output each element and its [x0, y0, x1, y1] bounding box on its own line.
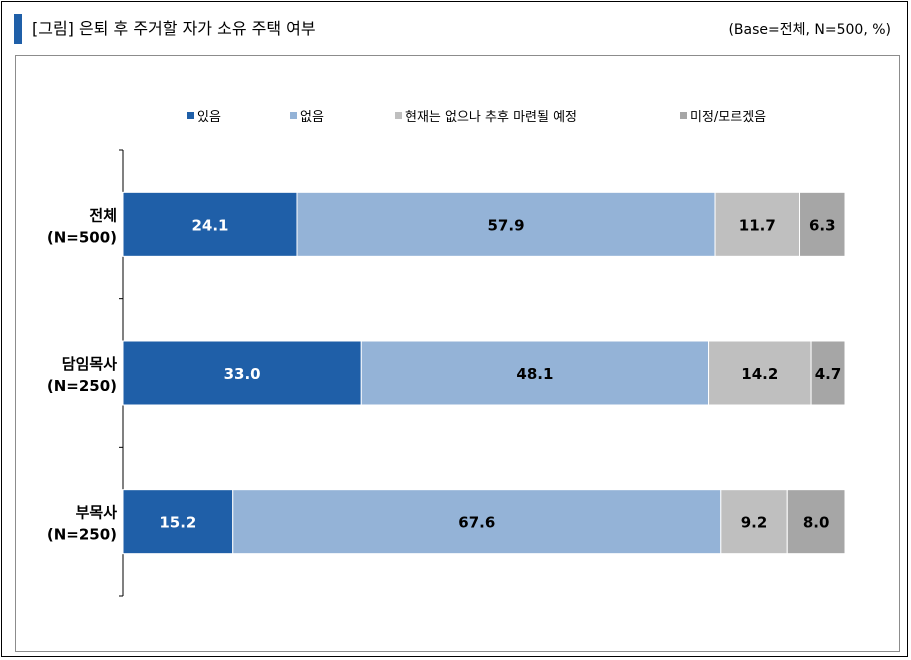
bar-segment	[720, 489, 788, 555]
legend-label: 현재는 없으나 추후 마련될 예정	[405, 110, 577, 125]
bar-segment	[799, 191, 846, 257]
data-label: 33.0	[224, 365, 261, 383]
data-label: 11.7	[739, 216, 776, 234]
bar-segment	[810, 340, 846, 406]
legend-label: 미정/모르겠음	[690, 110, 766, 125]
legend-swatch	[290, 112, 297, 119]
legend-swatch	[187, 112, 194, 119]
category-label: 전체 (N=500)	[47, 206, 117, 246]
base-note: (Base=전체, N=500, %)	[728, 22, 891, 38]
data-label: 15.2	[159, 514, 196, 532]
data-label: 48.1	[516, 365, 553, 383]
data-label: 57.9	[488, 216, 525, 234]
bar-segment	[122, 191, 298, 257]
legend-swatch	[680, 112, 687, 119]
bar-segment	[714, 191, 801, 257]
bar-segment	[296, 191, 716, 257]
data-label: 24.1	[191, 216, 228, 234]
data-label: 6.3	[809, 216, 836, 234]
bar-segment	[122, 340, 362, 406]
legend-label: 없음	[300, 110, 324, 125]
chart-title: [그림] 은퇴 후 주거할 자가 소유 주택 여부	[32, 19, 316, 38]
category-label: 부목사 (N=250)	[47, 504, 117, 544]
data-label: 4.7	[815, 365, 842, 383]
chart-panel	[15, 55, 900, 652]
category-label: 담임목사 (N=250)	[47, 355, 117, 395]
legend-swatch	[395, 112, 402, 119]
bar-segment	[786, 489, 846, 555]
bar-segment	[232, 489, 722, 555]
data-label: 8.0	[803, 514, 830, 532]
title-accent-bar	[14, 14, 22, 44]
data-label: 67.6	[458, 514, 495, 532]
data-label: 14.2	[741, 365, 778, 383]
legend-label: 있음	[197, 110, 221, 125]
data-label: 9.2	[741, 514, 768, 532]
